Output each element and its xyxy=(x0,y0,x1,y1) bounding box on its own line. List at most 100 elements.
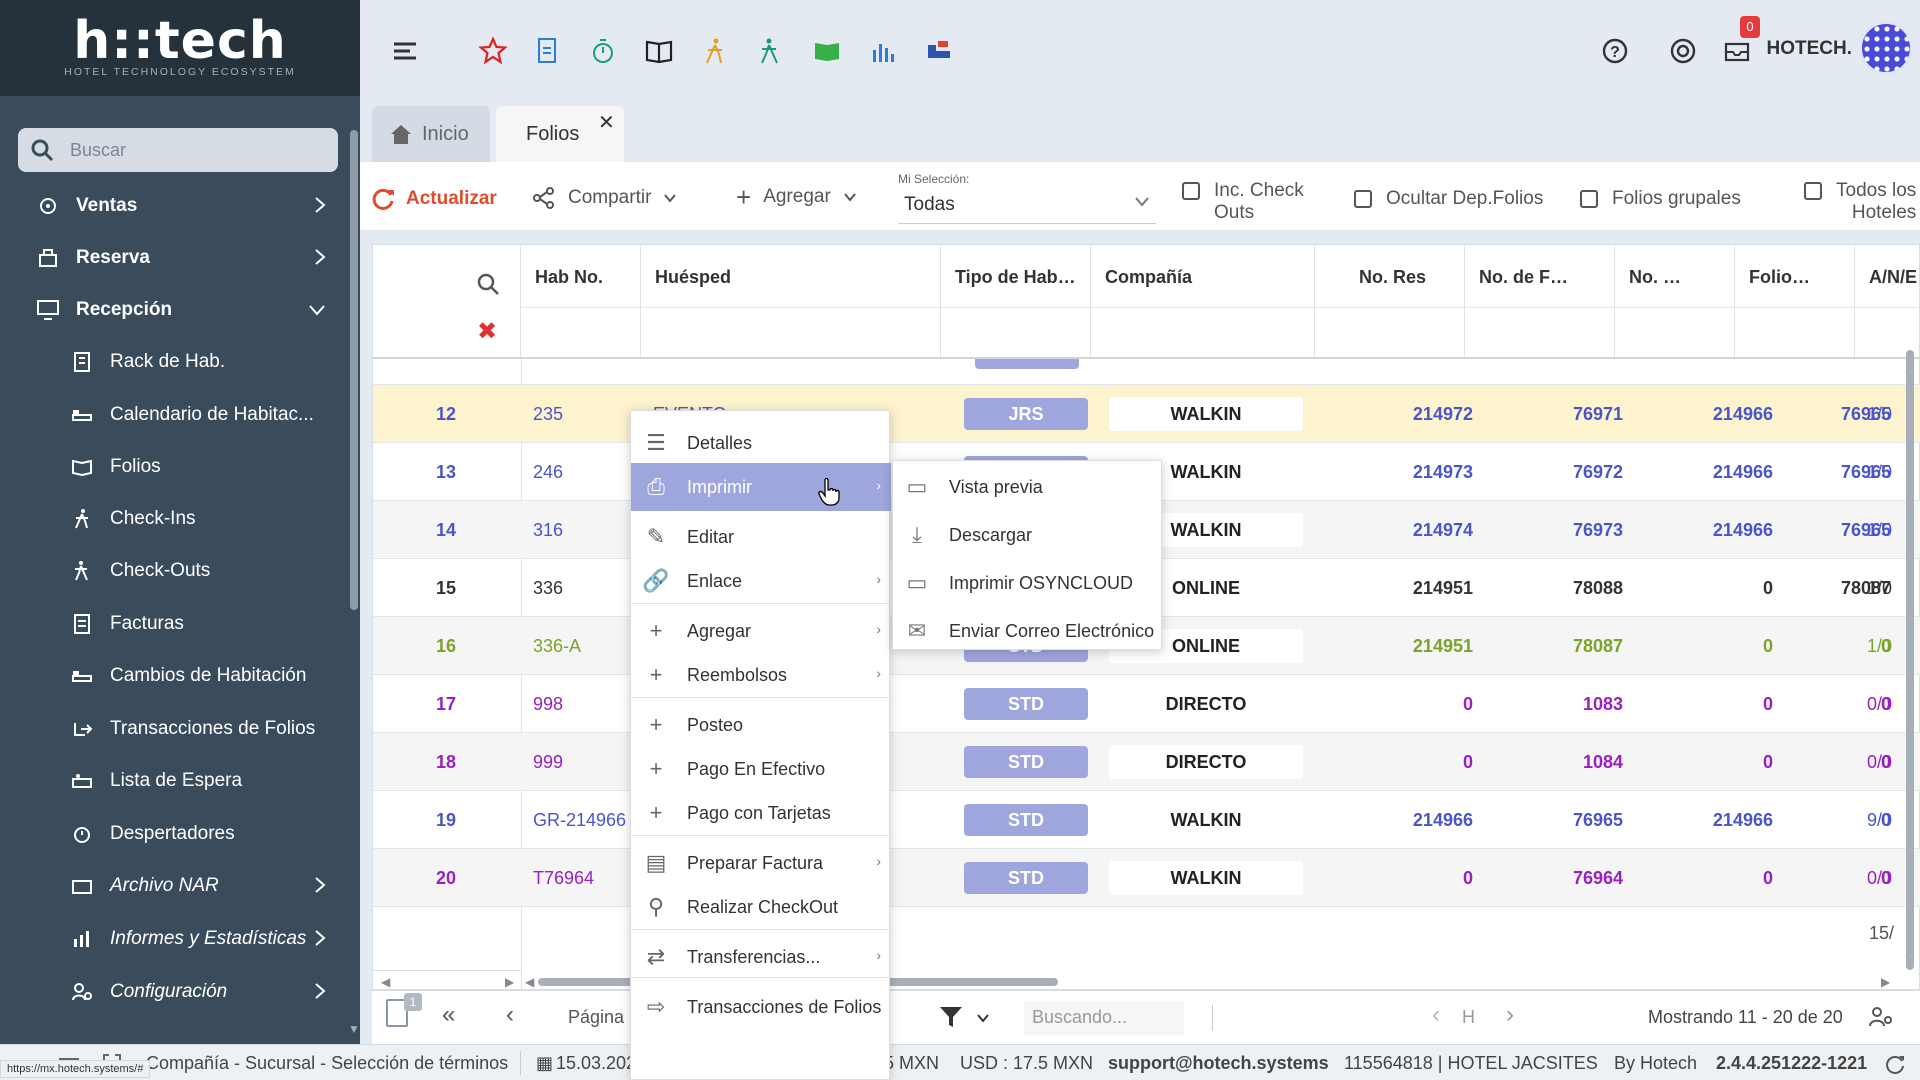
header-huesped[interactable]: Huésped xyxy=(641,245,941,357)
scroll-left-icon[interactable]: ◀ xyxy=(525,975,535,989)
user-name[interactable]: HOTECH. xyxy=(1766,38,1853,59)
header-folio[interactable]: Folio… xyxy=(1735,245,1855,357)
menu-item-posteo[interactable]: + Posteo xyxy=(631,701,891,749)
green-book-icon[interactable] xyxy=(812,36,842,66)
support-icon[interactable] xyxy=(1668,36,1698,66)
star-icon[interactable] xyxy=(478,36,508,66)
scroll-left-icon[interactable]: ◀ xyxy=(381,975,391,989)
filter-icon[interactable] xyxy=(938,1005,964,1029)
inc-checkouts-checkbox[interactable]: Inc. Check Outs xyxy=(1182,180,1304,224)
sidebar-item-lista-espera[interactable]: Lista de Espera xyxy=(0,755,350,807)
export-icon[interactable] xyxy=(386,999,408,1027)
all-hotels-checkbox[interactable]: Todos los Hoteles xyxy=(1804,180,1916,224)
refresh-button[interactable]: Actualizar xyxy=(370,186,497,212)
stopwatch-icon[interactable] xyxy=(588,36,618,66)
inbox-icon[interactable] xyxy=(1722,36,1752,66)
sidebar-item-cambios[interactable]: Cambios de Habitación xyxy=(0,650,350,702)
submenu-item-enviar-correo-electr-nico[interactable]: ✉ Enviar Correo Electrónico xyxy=(893,607,1163,655)
sidebar-scrollbar[interactable] xyxy=(350,130,358,610)
search-icon[interactable] xyxy=(475,271,501,297)
clear-filter-icon[interactable]: ✖ xyxy=(477,318,498,345)
menu-item-pago-en-efectivo[interactable]: + Pago En Efectivo xyxy=(631,745,891,793)
sidebar-item-checkouts[interactable]: Check-Outs xyxy=(0,545,350,597)
share-button[interactable]: Compartir xyxy=(532,186,677,210)
first-page-icon[interactable]: « xyxy=(442,1001,456,1028)
hide-dep-folios-checkbox[interactable]: Ocultar Dep.Folios xyxy=(1354,188,1543,210)
folio-number: 76965 xyxy=(1572,809,1623,830)
close-icon[interactable]: ✕ xyxy=(598,112,615,134)
check-in-icon[interactable] xyxy=(700,36,730,66)
menu-item-reembolsos[interactable]: + Reembolsos › xyxy=(631,651,891,699)
sidebar-item-archivo-nar[interactable]: Archivo NAR xyxy=(0,860,350,912)
search-input[interactable]: Buscar xyxy=(18,128,338,172)
menu-item-enlace[interactable]: 🔗 Enlace › xyxy=(642,568,881,593)
support-email[interactable]: support@hotech.systems xyxy=(1108,1053,1329,1073)
header-no-res[interactable]: No. Res xyxy=(1315,245,1465,357)
logo[interactable]: h::tech HOTEL TECHNOLOGY ECOSYSTEM xyxy=(0,0,360,96)
sidebar-item-facturas[interactable]: Facturas xyxy=(0,598,350,650)
document-icon[interactable] xyxy=(532,36,562,66)
bar-chart-icon[interactable] xyxy=(868,36,898,66)
avatar[interactable] xyxy=(1860,22,1912,74)
open-book-icon[interactable] xyxy=(644,36,674,66)
sidebar-item-configuracion[interactable]: Configuración xyxy=(0,966,350,1018)
header-compania[interactable]: Compañía xyxy=(1091,245,1315,357)
table-row[interactable]: 12235EVENTOJRSWALKIN21497276971214966769… xyxy=(373,385,1920,443)
company-info[interactable]: Compañía - Sucursal - Selección de térmi… xyxy=(146,1053,509,1073)
scroll-down-icon[interactable]: ▼ xyxy=(348,1022,360,1036)
help-icon[interactable]: ? xyxy=(1600,36,1630,66)
table-row[interactable]: 20 T76964 STD WALKIN 0 76964 0 0 0/0 xyxy=(373,849,1920,907)
menu-item-realizar-checkout[interactable]: ⚲ Realizar CheckOut xyxy=(631,883,891,931)
prev-icon[interactable]: ‹ xyxy=(1432,1001,1440,1028)
scroll-right-icon[interactable]: ▶ xyxy=(505,975,515,989)
pager-search-input[interactable]: Buscando... xyxy=(1024,1001,1184,1035)
sidebar-item-transacciones[interactable]: Transacciones de Folios xyxy=(0,703,350,755)
scroll-right-icon[interactable]: ▶ xyxy=(1881,975,1891,989)
room-number: 336 xyxy=(533,577,564,598)
header-ane[interactable]: A/N/E xyxy=(1855,245,1920,357)
menu-item-preparar-factura[interactable]: ▤ Preparar Factura › xyxy=(631,839,891,887)
sidebar-item-despertadores[interactable]: Despertadores xyxy=(0,808,350,860)
sidebar-item-rack[interactable]: Rack de Hab. xyxy=(0,336,350,388)
header-tipo[interactable]: Tipo de Hab… xyxy=(941,245,1091,357)
header-no-f[interactable]: No. de F… xyxy=(1465,245,1615,357)
room-change-icon[interactable] xyxy=(924,36,954,66)
menu-item-imprimir[interactable]: ⎙ Imprimir › xyxy=(631,463,891,511)
table-row[interactable]: 17 998 STD DIRECTO 0 1083 0 0 0/0 xyxy=(373,675,1920,733)
sidebar-item-informes[interactable]: Informes y Estadísticas xyxy=(0,913,350,965)
user-settings-icon[interactable] xyxy=(1868,1005,1894,1029)
menu-item-pago-con-tarjetas[interactable]: + Pago con Tarjetas xyxy=(631,789,891,837)
menu-item-transferencias[interactable]: ⇄ Transferencias... › xyxy=(631,933,891,981)
sidebar-item-calendario[interactable]: Calendario de Habitac... xyxy=(0,389,350,441)
status-bar: Compañía - Sucursal - Selección de térmi… xyxy=(0,1044,1920,1080)
prev-page-icon[interactable]: ‹ xyxy=(506,1001,514,1028)
table-row[interactable]: 18 999 STD DIRECTO 0 1084 0 0 0/0 xyxy=(373,733,1920,791)
tab-folios[interactable]: Folios xyxy=(496,106,624,162)
grid-vertical-scrollbar[interactable] xyxy=(1906,350,1914,970)
submenu-item-descargar[interactable]: ⤓ Descargar xyxy=(893,511,1163,559)
submenu-item-imprimir-osyncloud[interactable]: ▭ Imprimir OSYNCLOUD xyxy=(893,559,1163,607)
table-row[interactable]: 19 GR-214966 STD WALKIN 214966 76965 214966 0 9/… xyxy=(373,791,1920,849)
sidebar-item-recepcion[interactable]: Recepción xyxy=(0,284,350,336)
sidebar-item-checkins[interactable]: Check-Ins xyxy=(0,493,350,545)
check-out-icon[interactable] xyxy=(756,36,786,66)
sidebar-item-reserva[interactable]: Reserva xyxy=(0,232,350,284)
menu-item-transacciones-de-folios[interactable]: ⇨ Transacciones de Folios xyxy=(631,983,891,1031)
add-button[interactable]: + Agregar xyxy=(736,184,857,210)
next-icon[interactable]: › xyxy=(1506,1001,1514,1028)
refresh-icon[interactable] xyxy=(1884,1053,1906,1075)
header-hab[interactable]: Hab No. xyxy=(521,245,641,357)
stats-icon xyxy=(68,925,96,953)
sidebar-item-folios[interactable]: Folios xyxy=(0,441,350,493)
submenu-item-vista-previa[interactable]: ▭ Vista previa xyxy=(893,463,1163,511)
tab-inicio[interactable]: Inicio xyxy=(372,106,490,162)
header-no[interactable]: No. … xyxy=(1615,245,1735,357)
menu-item-agregar[interactable]: + Agregar › xyxy=(631,607,891,655)
menu-item-detalles[interactable]: ☰ Detalles xyxy=(631,419,891,467)
selection-dropdown[interactable]: Todas xyxy=(898,190,1156,224)
chevron-down-icon[interactable] xyxy=(976,1013,990,1023)
sidebar-item-ventas[interactable]: Ventas xyxy=(0,180,350,232)
menu-item-editar[interactable]: ✎ Editar xyxy=(631,513,891,561)
group-folios-checkbox[interactable]: Folios grupales xyxy=(1580,188,1741,210)
menu-icon[interactable] xyxy=(390,36,420,66)
